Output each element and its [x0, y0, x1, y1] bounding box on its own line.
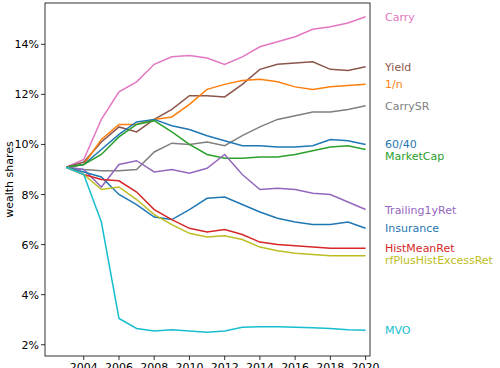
y-tick-label: 14%: [15, 38, 39, 51]
x-tick: [189, 356, 190, 360]
series-label: Yield: [384, 61, 411, 74]
series-line: [66, 62, 365, 167]
series-label: Trailing1yRet: [384, 204, 457, 217]
series-line: [66, 167, 365, 228]
x-tick: [365, 356, 366, 360]
x-tick-label: 2006: [105, 361, 133, 368]
y-tick: [41, 144, 45, 145]
x-tick-label: 2016: [281, 361, 309, 368]
series-label: MarketCap: [385, 150, 444, 163]
y-tick-label: 2%: [22, 339, 39, 352]
x-tick: [83, 356, 84, 360]
y-tick-label: 8%: [22, 189, 39, 202]
x-tick: [154, 356, 155, 360]
series-label: Carry: [385, 11, 415, 24]
y-tick-label: 4%: [22, 289, 39, 302]
series-line: [66, 17, 365, 167]
x-tick-label: 2012: [211, 361, 239, 368]
series-label: Insurance: [385, 222, 439, 235]
x-tick: [224, 356, 225, 360]
y-tick: [41, 344, 45, 345]
x-tick-label: 2008: [140, 361, 168, 368]
x-tick: [295, 356, 296, 360]
series-label: 1/n: [385, 78, 403, 91]
series-line: [66, 167, 365, 256]
y-tick-label: 10%: [15, 138, 39, 151]
series-line: [66, 79, 365, 167]
series-line: [66, 121, 365, 168]
x-tick: [330, 356, 331, 360]
y-axis-label: wealth shares: [3, 141, 16, 218]
x-tick-label: 2004: [70, 361, 98, 368]
y-tick: [41, 44, 45, 45]
x-tick-label: 2010: [175, 361, 203, 368]
series-label: rfPlusHistExcessRet: [385, 254, 494, 267]
x-tick: [259, 356, 260, 360]
x-tick: [118, 356, 119, 360]
series-line: [66, 154, 365, 209]
series-line: [66, 119, 365, 167]
y-tick: [41, 94, 45, 95]
y-tick: [41, 194, 45, 195]
chart: 2% 4% 6% 8% 10% 12% 14% 2004 2006 2008 2010 2012 201…: [0, 0, 500, 368]
series-line: [66, 167, 365, 332]
y-tick: [41, 244, 45, 245]
plot-frame: [45, 3, 370, 356]
x-tick-label: 2014: [246, 361, 274, 368]
series-label: MVO: [385, 324, 411, 337]
y-tick-label: 12%: [15, 88, 39, 101]
y-tick-label: 6%: [22, 239, 39, 252]
x-tick-label: 2018: [316, 361, 344, 368]
y-tick: [41, 294, 45, 295]
plot-lines: [66, 17, 365, 332]
x-tick-label: 2020: [352, 361, 380, 368]
series-label: CarrySR: [385, 100, 430, 113]
